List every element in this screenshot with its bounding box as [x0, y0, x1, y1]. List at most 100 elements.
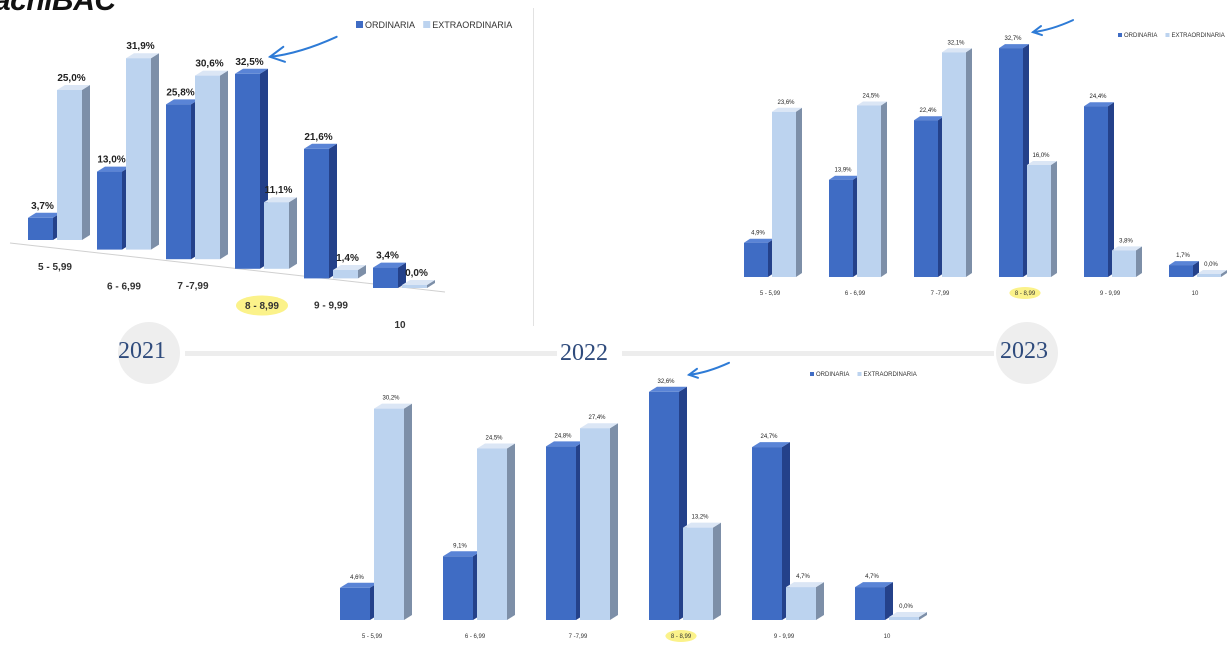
- chart-2021-category-label-4: 9 - 9,99: [314, 300, 348, 311]
- chart-2022-data-label-ordinaria-1: 9,1%: [453, 543, 467, 549]
- chart-2023-bar-ordinaria-4-side: [1108, 102, 1114, 277]
- chart-2021-bar-extraordinaria-5: [402, 285, 427, 288]
- chart-2023-bar-ordinaria-3: [999, 48, 1023, 277]
- chart-2023-bar-extraordinaria-4-top: [1112, 246, 1142, 251]
- chart-2021-bar-ordinaria-2-top: [166, 99, 199, 105]
- chart-2021-category-label-0: 5 - 5,99: [38, 262, 72, 273]
- chart-2023-bar-ordinaria-4-top: [1084, 102, 1114, 107]
- chart-2022-legend-label-0: ORDINARIA: [816, 372, 849, 378]
- chart-2021-bar-ordinaria-2: [166, 104, 191, 260]
- chart-2021-data-label-ordinaria-4: 21,6%: [304, 132, 332, 143]
- chart-2022-category-label-0: 5 - 5,99: [362, 634, 383, 640]
- chart-2023-legend-label-1: EXTRAORDINARIA: [1171, 33, 1224, 39]
- chart-2022-bar-ordinaria-0-top: [340, 582, 378, 588]
- year-label-2023: 2023: [1000, 338, 1048, 364]
- chart-2023-legend-swatch-0: [1118, 33, 1122, 37]
- chart-2021-bar-ordinaria-3: [235, 73, 260, 269]
- chart-2023-bar-ordinaria-1: [829, 179, 853, 277]
- logo: achiBAC: [0, 0, 116, 17]
- chart-2022-bar-ordinaria-4: [752, 447, 782, 620]
- chart-2022-bar-extraordinaria-4: [786, 587, 816, 620]
- chart-2023-legend-label-0: ORDINARIA: [1124, 33, 1157, 39]
- chart-2023-category-label-1: 6 - 6,99: [845, 291, 866, 297]
- chart-2022-bar-ordinaria-3: [649, 391, 679, 620]
- chart-2021-bar-extraordinaria-3-side: [289, 197, 297, 269]
- chart-2021-data-label-ordinaria-3: 32,5%: [235, 57, 263, 68]
- chart-2021-bar-extraordinaria-0-top: [57, 85, 90, 90]
- chart-2022-data-label-extraordinaria-3: 13,2%: [691, 515, 709, 521]
- chart-2023-bar-extraordinaria-4-side: [1136, 246, 1142, 277]
- chart-2021-category-label-1: 6 - 6,99: [107, 282, 141, 293]
- chart-2022-data-label-ordinaria-0: 4,6%: [350, 575, 364, 581]
- timeline-line-right: [622, 351, 994, 356]
- chart-2021-data-label-ordinaria-0: 3,7%: [31, 201, 54, 212]
- chart-2021-bar-ordinaria-4: [304, 148, 329, 279]
- chart-2023-bar-ordinaria-5-side: [1193, 261, 1199, 277]
- chart-2021-category-label-5: 10: [394, 320, 406, 330]
- chart-2021-bar-ordinaria-1-top: [97, 166, 130, 172]
- chart-2022-bar-extraordinaria-3-side: [713, 522, 721, 620]
- chart-2022: 4,6% 30,2% 5 - 5,99 9,1% 24,5% 6 - 6,99 24,8% 2…: [340, 361, 927, 642]
- chart-2023-data-label-extraordinaria-2: 32,1%: [947, 40, 965, 46]
- chart-2021-bar-extraordinaria-0-side: [82, 85, 90, 240]
- chart-2022-bar-extraordinaria-2-side: [610, 423, 618, 620]
- chart-2023-data-label-extraordinaria-5: 0,0%: [1204, 262, 1218, 268]
- chart-2021-category-label-3: 8 - 8,99: [245, 301, 279, 312]
- chart-2022-highlight-3: [665, 630, 697, 642]
- chart-2021-data-label-extraordinaria-0: 25,0%: [57, 73, 85, 84]
- chart-2023-bar-ordinaria-5-top: [1169, 261, 1199, 266]
- chart-2021-category-label-2: 7 -7,99: [177, 281, 209, 292]
- chart-2022-data-label-extraordinaria-2: 27,4%: [588, 415, 606, 421]
- chart-2022-bar-ordinaria-4-side: [782, 442, 790, 620]
- chart-2021-legend-swatch-1: [423, 21, 431, 28]
- chart-2022-bar-ordinaria-4-top: [752, 442, 790, 448]
- chart-2022-category-label-2: 7 -7,99: [569, 634, 588, 640]
- chart-2023-bar-extraordinaria-5-side: [1221, 270, 1227, 277]
- chart-2021-legend-label-1: EXTRAORDINARIA: [432, 20, 512, 30]
- chart-2023-bar-extraordinaria-5: [1197, 274, 1221, 277]
- year-label-2021: 2021: [118, 338, 166, 364]
- chart-2022-bar-extraordinaria-0: [374, 408, 404, 620]
- chart-2022-data-label-extraordinaria-4: 4,7%: [796, 574, 810, 580]
- chart-2023-category-label-5: 10: [1192, 291, 1199, 297]
- chart-2022-bar-extraordinaria-0-side: [404, 403, 412, 620]
- chart-2022-bar-extraordinaria-5-side: [919, 612, 927, 620]
- chart-2023-legend-swatch-1: [1165, 33, 1170, 37]
- chart-2023-data-label-ordinaria-2: 22,4%: [919, 108, 937, 114]
- chart-2022-bar-extraordinaria-1-top: [477, 443, 515, 449]
- chart-2022-legend-swatch-0: [810, 372, 814, 376]
- chart-2022-bar-extraordinaria-5: [889, 617, 919, 620]
- chart-2022-bar-ordinaria-5: [855, 587, 885, 620]
- chart-2023-data-label-ordinaria-4: 24,4%: [1089, 94, 1107, 100]
- chart-2023-bar-extraordinaria-2-side: [966, 48, 972, 277]
- chart-2023-bar-extraordinaria-1: [857, 105, 881, 277]
- chart-2021-bar-ordinaria-5-top: [373, 262, 406, 268]
- chart-2023-bar-ordinaria-0: [744, 242, 768, 277]
- chart-2021-bar-extraordinaria-2: [195, 75, 220, 260]
- chart-2023-bar-ordinaria-0-top: [744, 238, 774, 243]
- chart-2021-bar-extraordinaria-5-top: [402, 280, 435, 285]
- chart-2021-data-label-ordinaria-2: 25,8%: [166, 87, 194, 98]
- chart-2021-data-label-extraordinaria-5: 0,0%: [405, 268, 428, 279]
- chart-2023-data-label-ordinaria-5: 1,7%: [1176, 253, 1190, 259]
- chart-2021-data-label-extraordinaria-4: 1,4%: [336, 253, 359, 264]
- chart-2023-data-label-ordinaria-1: 13,9%: [834, 168, 852, 174]
- chart-2023-bar-extraordinaria-0: [772, 111, 796, 277]
- chart-2023-category-label-2: 7 -7,99: [931, 291, 950, 297]
- chart-2022-annotation-arrow: [688, 361, 730, 376]
- chart-2023-category-label-4: 9 - 9,99: [1100, 291, 1121, 297]
- chart-2021-baseline: [9, 242, 446, 293]
- chart-2023-bar-extraordinaria-2: [942, 52, 966, 277]
- chart-2023-bar-extraordinaria-0-side: [796, 107, 802, 277]
- chart-2022-category-label-5: 10: [884, 634, 891, 640]
- chart-2021-bar-extraordinaria-1-side: [151, 53, 159, 250]
- chart-2021-bar-ordinaria-0-top: [28, 212, 61, 218]
- chart-2021-bar-extraordinaria-1-top: [126, 53, 159, 59]
- chart-2021-bar-extraordinaria-2-side: [220, 70, 228, 260]
- chart-2022-bar-extraordinaria-0-top: [374, 403, 412, 409]
- chart-2022-bar-extraordinaria-1: [477, 448, 507, 620]
- chart-2021-bar-ordinaria-5-side: [398, 262, 406, 288]
- chart-2023-annotation-arrow: [1032, 19, 1074, 34]
- chart-2023: 4,9% 23,6% 5 - 5,99 13,9% 24,5% 6 - 6,99 22,4%…: [744, 19, 1227, 299]
- chart-2021-data-label-extraordinaria-1: 31,9%: [126, 41, 154, 52]
